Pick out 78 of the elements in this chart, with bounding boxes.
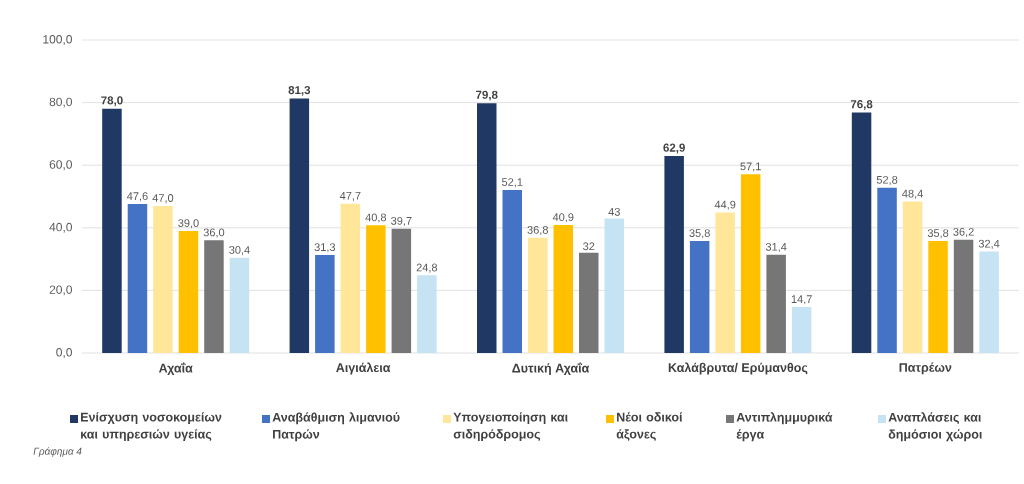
- x-tick-label: Αιγιάλεια: [336, 362, 391, 375]
- data-label: 40,8: [365, 213, 387, 223]
- bar: [851, 112, 872, 353]
- data-label: 40,9: [552, 213, 574, 223]
- data-label: 52,1: [501, 178, 523, 188]
- bar: [689, 240, 710, 353]
- bar: [877, 187, 897, 353]
- data-label: 32: [583, 242, 595, 251]
- legend-label: Νέοι οδικοί άξονες: [616, 412, 683, 441]
- x-tick-label: Δυτική Αχαΐα: [512, 362, 590, 376]
- legend-label: Αντιπλημμυρικά έργα: [736, 412, 833, 442]
- data-label: 24,8: [416, 263, 438, 273]
- data-label: 52,8: [876, 175, 898, 186]
- bar: [953, 239, 974, 353]
- bar: [740, 174, 761, 353]
- data-label: 32,4: [978, 239, 1000, 249]
- bar: [229, 257, 250, 353]
- bar: [127, 204, 148, 353]
- legend-label: Ενίσχυση νοσοκομείων και υπηρεσιών υγείας: [81, 412, 222, 441]
- bar: [979, 251, 999, 353]
- data-label: 39,7: [391, 216, 412, 227]
- data-label: 47,0: [152, 194, 174, 204]
- data-label: 62,9: [663, 143, 685, 154]
- text: Γράφημα 4: [33, 447, 82, 457]
- data-label: 47,6: [127, 192, 148, 202]
- bar: [178, 230, 199, 353]
- legend-label: Υπογειοποίηση και σιδηρόδρομος: [453, 412, 568, 441]
- y-tick-label: 0,0: [56, 348, 72, 358]
- bar: [502, 189, 523, 353]
- bar: [289, 98, 310, 353]
- bar: [928, 240, 948, 353]
- data-label: 35,8: [927, 229, 949, 239]
- bar: [204, 240, 224, 353]
- bar: [766, 254, 786, 353]
- data-label: 79,8: [476, 90, 498, 101]
- data-label: 14,7: [791, 295, 812, 305]
- data-label: 81,3: [288, 86, 311, 96]
- data-label: 57,1: [740, 162, 761, 172]
- data-label: 48,4: [902, 189, 923, 199]
- data-label: 43: [608, 207, 620, 216]
- bar: [340, 203, 361, 353]
- x-tick-label: Αχαΐα: [158, 362, 193, 376]
- bar: [604, 218, 625, 353]
- y-tick-label: 100,0: [43, 35, 72, 45]
- data-label: 44,9: [714, 200, 736, 210]
- bar: [715, 212, 735, 353]
- y-tick-label: 40,0: [49, 222, 72, 233]
- y-tick-label: 60,0: [49, 160, 72, 171]
- data-label: 30,4: [229, 246, 250, 256]
- bar: [791, 306, 812, 353]
- bar: [477, 103, 497, 353]
- data-label: 31,3: [314, 243, 336, 253]
- bar: [102, 108, 122, 353]
- bar: [528, 237, 548, 353]
- bar: [902, 201, 923, 353]
- data-label: 31,4: [765, 242, 787, 253]
- legend-label: Αναπλάσεις και δημόσιοι χώροι: [888, 412, 982, 442]
- bar: [315, 255, 335, 353]
- data-label: 39,0: [178, 219, 199, 229]
- data-label: 36,0: [203, 228, 225, 238]
- bar: [391, 228, 412, 353]
- data-label: 35,8: [689, 229, 710, 239]
- bar: [579, 252, 599, 353]
- data-label: 47,7: [339, 192, 361, 201]
- bar: [664, 156, 684, 353]
- bar: [417, 275, 437, 353]
- data-label: 76,8: [850, 100, 873, 110]
- bar: [553, 224, 574, 353]
- x-tick-label: Καλάβρυτα/ Ερύμανθος: [668, 362, 808, 375]
- x-tick-label: Πατρέων: [899, 362, 952, 375]
- legend-label: Αναβάθμιση λιμανιού Πατρών: [272, 412, 400, 442]
- bar: [366, 225, 386, 353]
- data-label: 36,8: [527, 226, 548, 236]
- data-label: 36,2: [953, 227, 974, 237]
- y-tick-label: 20,0: [49, 285, 72, 296]
- data-label: 78,0: [101, 96, 123, 107]
- y-tick-label: 80,0: [49, 97, 72, 108]
- bar: [153, 205, 173, 353]
